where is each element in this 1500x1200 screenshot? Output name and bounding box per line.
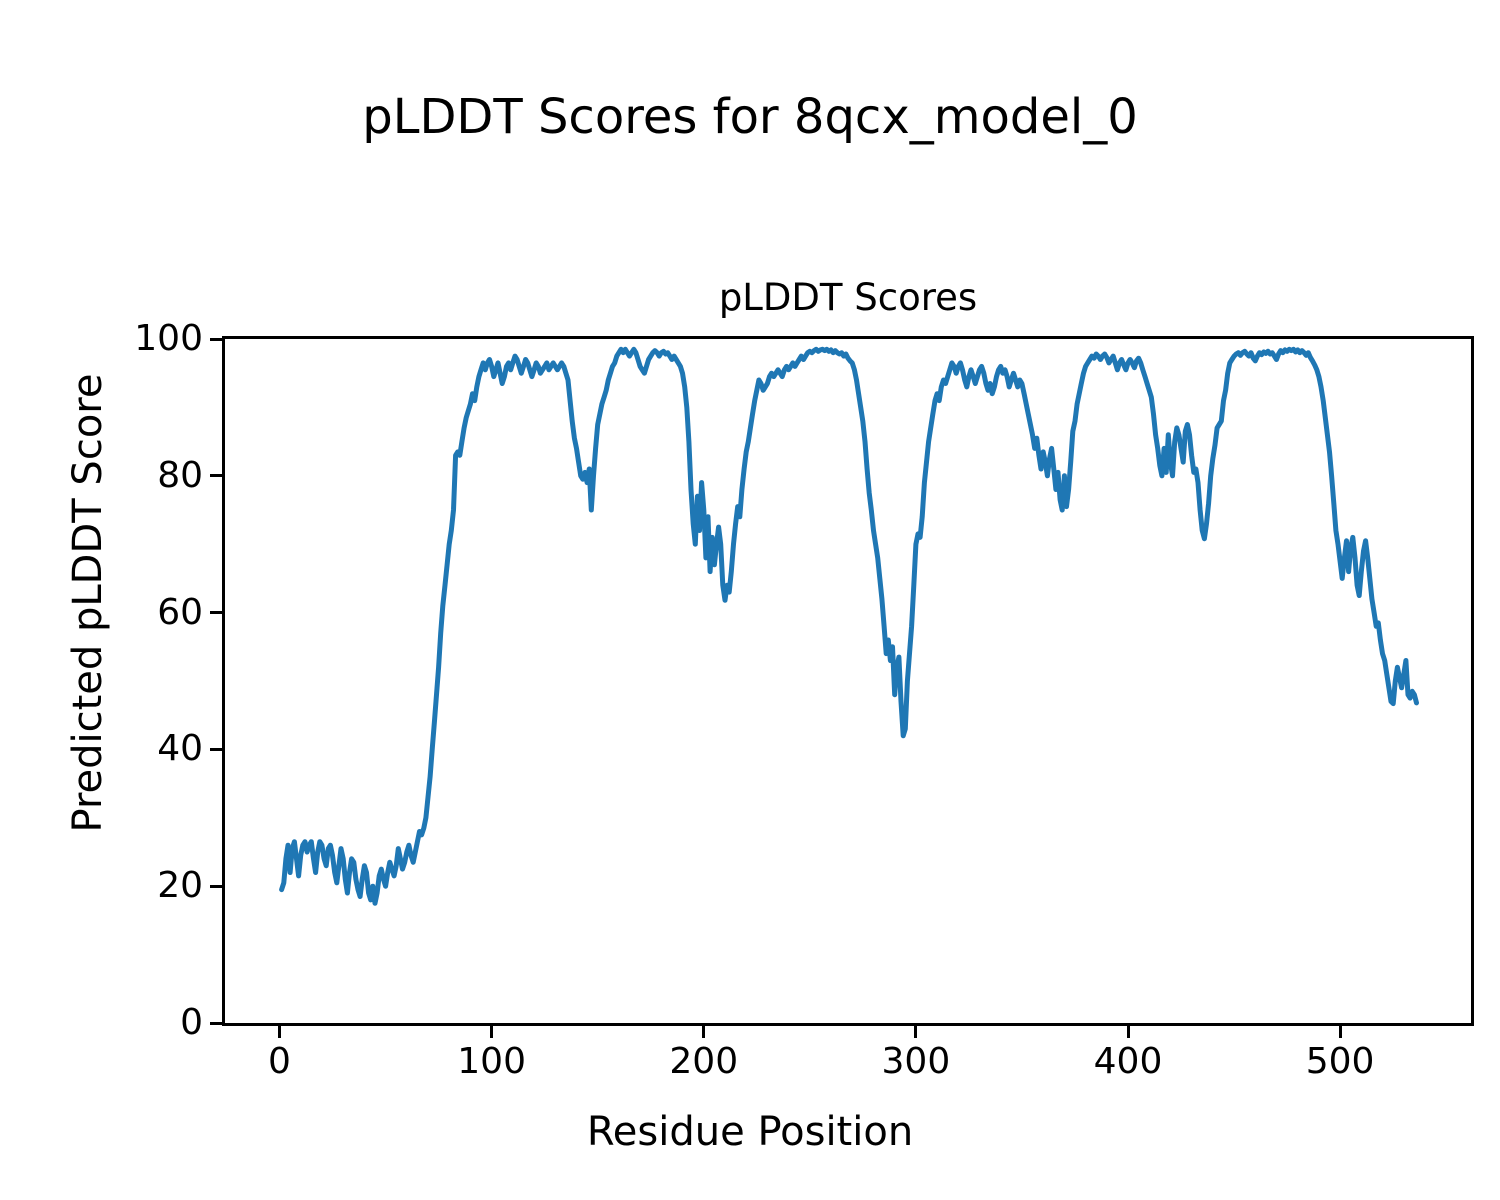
y-tick-label: 40	[157, 728, 203, 770]
y-tick-mark	[210, 611, 222, 615]
x-tick-mark	[702, 1026, 706, 1038]
plddt-line-series	[279, 346, 1419, 906]
y-tick-label: 0	[180, 1002, 203, 1043]
line-chart-svg	[279, 346, 1419, 906]
y-tick-mark	[210, 337, 222, 341]
axes-title: pLDDT Scores	[718, 276, 978, 319]
y-tick-mark	[210, 474, 222, 478]
y-tick-label: 20	[157, 865, 203, 907]
x-tick-mark	[490, 1026, 494, 1038]
figure-title: pLDDT Scores for 8qcx_model_0	[362, 89, 1138, 145]
y-axis-label: Predicted pLDDT Score	[65, 373, 111, 833]
x-tick-label: 400	[1093, 1041, 1163, 1082]
x-tick-label: 0	[268, 1041, 291, 1082]
y-tick-mark	[210, 1021, 222, 1025]
x-axis-label: Residue Position	[586, 1109, 914, 1155]
x-tick-mark	[278, 1026, 281, 1038]
x-tick-label: 200	[669, 1041, 739, 1082]
y-tick-label: 80	[157, 454, 203, 496]
x-tick-mark	[1338, 1026, 1342, 1038]
plot-area	[222, 336, 1474, 1026]
y-tick-mark	[210, 884, 222, 888]
x-tick-label: 300	[881, 1041, 951, 1082]
y-tick-label: 100	[134, 318, 203, 359]
x-tick-mark	[914, 1026, 918, 1038]
x-tick-mark	[1126, 1026, 1130, 1038]
x-tick-label: 500	[1305, 1041, 1375, 1082]
y-tick-label: 60	[157, 591, 203, 633]
y-tick-mark	[210, 747, 222, 751]
x-tick-label: 100	[457, 1041, 526, 1082]
